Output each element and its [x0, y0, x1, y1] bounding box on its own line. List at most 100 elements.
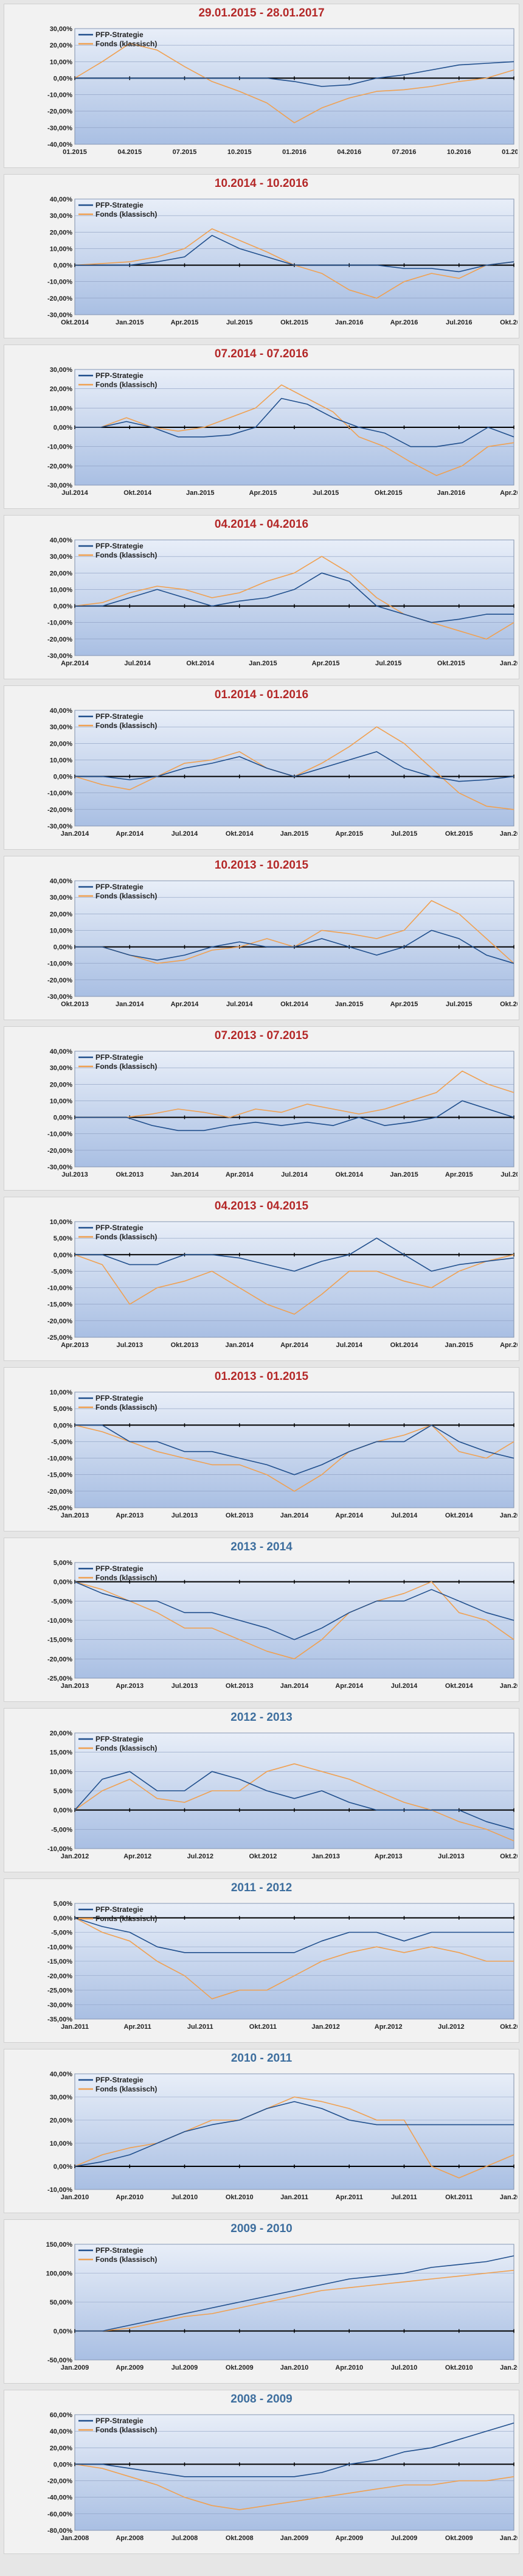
fonds-klassisch-line [75, 384, 514, 476]
line-chart: 40,00% 30,00% 20,00% 10,00% 0,00% -10,00% -20,… [47, 707, 518, 838]
x-tick-label: 01.2015 [63, 149, 87, 156]
x-tick-label: Jan.2010 [280, 2364, 308, 2371]
y-tick-label: 10,00% [50, 1097, 73, 1105]
x-tick-label: Jul.2009 [391, 2535, 417, 2542]
x-tick-label: Jan.2015 [335, 1001, 363, 1008]
chart-title: 2013 - 2014 [230, 1541, 293, 1553]
x-tick-label: Jul.2013 [61, 1171, 88, 1178]
x-tick-label: Okt.2010 [226, 2194, 254, 2201]
x-tick-label: Okt.2012 [249, 1853, 277, 1860]
x-tick-label: Apr.2016 [390, 319, 418, 326]
y-tick-label: -25,00% [47, 1675, 72, 1682]
chart-panel: 2011 - 2012 5,00% 0,00% -5,00% -10,00% -15,00… [4, 1878, 519, 2043]
line-chart: 60,00% 40,00% 20,00% 0,00% -20,00% -40,00% -60… [47, 2412, 518, 2542]
y-tick-label: -10,00% [47, 1846, 72, 1853]
chart-title: 01.2013 - 01.2015 [214, 1370, 309, 1383]
x-tick-label: Jul.2015 [226, 319, 252, 326]
chart-title: 29.01.2015 - 28.01.2017 [198, 7, 325, 19]
x-tick-label: Okt.2011 [445, 2194, 473, 2201]
line-chart: 5,00% 0,00% -5,00% -10,00% -15,00% -20,00% -25… [47, 1900, 518, 2031]
x-tick-label: Jul.2013 [171, 1682, 198, 1690]
y-tick-label: 5,00% [54, 1235, 72, 1242]
y-tick-label: -10,00% [47, 279, 72, 286]
line-chart: 40,00% 30,00% 20,00% 10,00% 0,00% -10,00% -20,… [47, 878, 518, 1008]
y-tick-label: 0,00% [54, 1807, 72, 1815]
y-tick-label: 20,00% [50, 1730, 73, 1737]
y-tick-label: 40,00% [50, 2071, 73, 2078]
legend-label: Fonds (klassisch) [95, 210, 157, 219]
x-tick-label: Apr.2015 [500, 1342, 518, 1349]
x-tick-label: Apr.2013 [116, 1512, 144, 1519]
x-tick-label: Apr.2014 [171, 1001, 199, 1008]
x-tick-label: Okt.2015 [280, 319, 308, 326]
x-tick-label: Jan.2016 [500, 660, 518, 667]
x-tick-label: Jan.2011 [500, 2364, 518, 2371]
y-tick-label: 10,00% [50, 1389, 73, 1396]
x-tick-label: Jan.2016 [500, 830, 518, 838]
x-tick-label: Jul.2010 [391, 2364, 417, 2371]
y-tick-label: -30,00% [47, 653, 72, 660]
y-tick-label: -20,00% [47, 977, 72, 984]
y-tick-label: 5,00% [54, 1788, 72, 1795]
line-chart: 20,00% 15,00% 10,00% 5,00% 0,00% -5,00% -10,00… [47, 1730, 518, 1860]
x-tick-label: Okt.2010 [445, 2364, 473, 2371]
x-tick-label: Apr.2015 [390, 1001, 418, 1008]
x-tick-label: Apr.2014 [335, 1682, 364, 1690]
line-chart: 40,00% 30,00% 20,00% 10,00% 0,00% -10,00% -20,… [47, 196, 518, 326]
chart-title: 04.2014 - 04.2016 [214, 518, 309, 531]
chart-title: 2008 - 2009 [230, 2393, 293, 2406]
x-tick-label: Jan.2015 [116, 319, 144, 326]
y-tick-label: 0,00% [54, 2328, 72, 2336]
pfp-strategie-line [75, 1100, 514, 1132]
y-tick-label: -5,00% [51, 1598, 72, 1605]
x-tick-label: Okt.2012 [500, 2023, 518, 2031]
y-tick-label: -10,00% [47, 620, 72, 627]
y-tick-label: 10,00% [50, 245, 73, 253]
y-tick-label: 20,00% [50, 570, 73, 577]
x-tick-label: Okt.2011 [249, 2023, 277, 2031]
y-tick-label: 10,00% [50, 1219, 73, 1226]
x-tick-label: Jul.2008 [171, 2535, 198, 2542]
y-tick-label: -80,00% [47, 2527, 72, 2535]
legend-label: Fonds (klassisch) [95, 721, 157, 730]
x-tick-label: Apr.2015 [249, 489, 277, 497]
x-tick-label: Jul.2010 [171, 2194, 198, 2201]
legend-label: Fonds (klassisch) [95, 1062, 157, 1071]
x-tick-label: Jan.2009 [61, 2364, 89, 2371]
legend-label: PFP-Strategie [95, 542, 144, 550]
legend-label: PFP-Strategie [95, 30, 144, 39]
x-tick-label: Jan.2012 [311, 2023, 339, 2031]
legend-label: Fonds (klassisch) [95, 1403, 157, 1412]
y-tick-label: -5,00% [51, 1268, 72, 1275]
x-tick-label: 10.2016 [447, 149, 471, 156]
y-tick-label: -20,00% [47, 1973, 72, 1980]
x-tick-label: Apr.2014 [280, 1342, 309, 1349]
y-tick-label: -15,00% [47, 1472, 72, 1479]
x-tick-label: Okt.2014 [186, 660, 215, 667]
x-tick-label: 01.2017 [502, 149, 518, 156]
plot-area [74, 198, 514, 315]
y-tick-label: 30,00% [50, 366, 73, 374]
line-chart: 30,00% 20,00% 10,00% 0,00% -10,00% -20,00% -30… [47, 366, 518, 497]
pfp-strategie-line [75, 397, 514, 447]
chart-panel: 2012 - 2013 20,00% 15,00% 10,00% 5,00% 0,00% -… [4, 1708, 519, 1872]
y-tick-label: 40,00% [50, 707, 73, 715]
y-tick-label: 30,00% [50, 553, 73, 561]
y-tick-label: 0,00% [54, 1115, 72, 1122]
x-tick-label: Jul.2016 [446, 319, 472, 326]
x-tick-label: Jul.2013 [171, 1512, 198, 1519]
y-tick-label: 10,00% [50, 586, 73, 593]
fonds-klassisch-line [74, 1581, 514, 1660]
y-tick-label: 30,00% [50, 2094, 73, 2101]
line-chart: 40,00% 30,00% 20,00% 10,00% 0,00% -10,00% -20,… [47, 537, 518, 667]
x-tick-label: Jan.2013 [311, 1853, 339, 1860]
x-tick-label: Okt.2014 [226, 830, 254, 838]
x-tick-label: Jul.2013 [438, 1853, 464, 1860]
chart-title: 2011 - 2012 [230, 1881, 293, 1894]
x-tick-label: Apr.2009 [116, 2364, 144, 2371]
